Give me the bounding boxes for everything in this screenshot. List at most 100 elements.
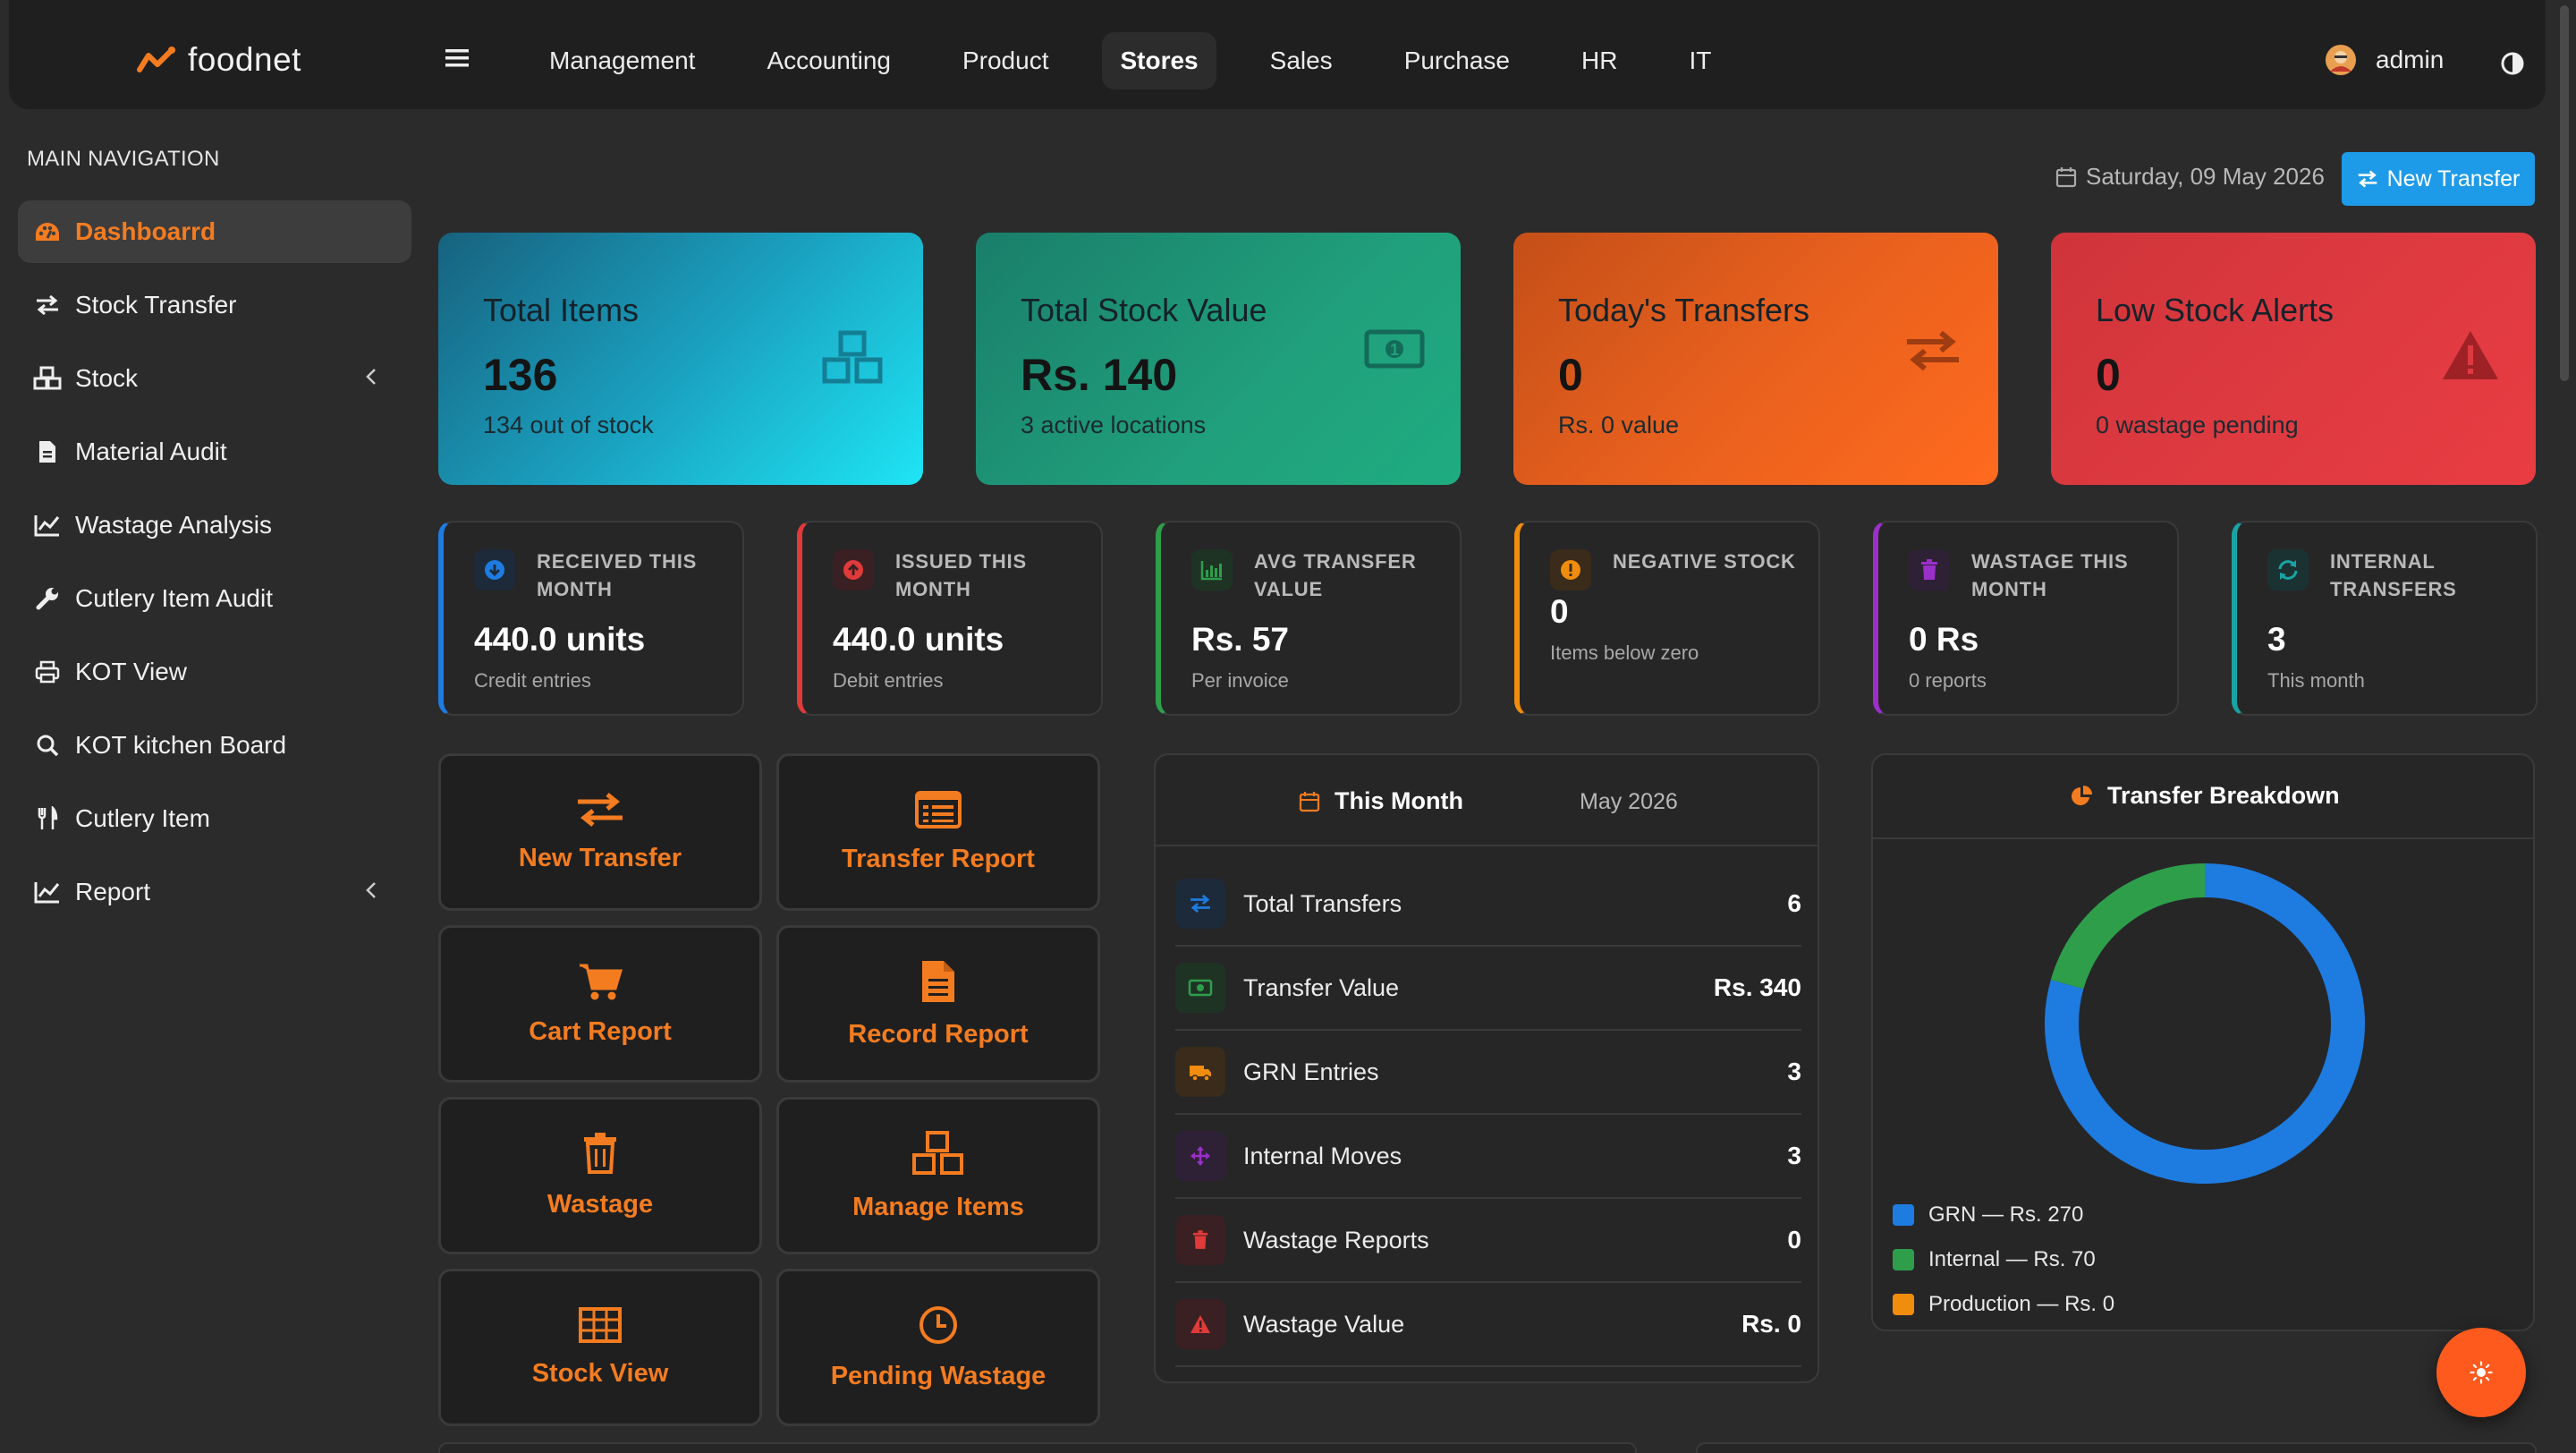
mini-card-internal-transfers[interactable]: INTERNAL TRANSFERS 3 This month — [2232, 521, 2538, 716]
new-transfer-button[interactable]: New Transfer — [2342, 152, 2535, 206]
mini-card-negative-stock[interactable]: NEGATIVE STOCK 0 Items below zero — [1514, 521, 1820, 716]
exchange-icon — [2358, 170, 2377, 188]
sidebar: Dashboarrd Stock Transfer Stock Material… — [18, 200, 411, 934]
stat-card-todays-transfers[interactable]: Today's Transfers 0 Rs. 0 value — [1513, 233, 1998, 485]
action-wastage[interactable]: Wastage — [438, 1097, 762, 1254]
mini-sub: Debit entries — [833, 669, 944, 692]
sidebar-item-stock-transfer[interactable]: Stock Transfer — [18, 274, 411, 336]
topnav-stores[interactable]: Stores — [1102, 32, 1216, 89]
stat-value: Rs. 140 — [1021, 350, 1178, 400]
action-cart-report[interactable]: Cart Report — [438, 925, 762, 1083]
donut-slice-internal[interactable] — [2050, 863, 2206, 990]
stat-title: Total Stock Value — [1021, 292, 1267, 328]
mini-card-issued[interactable]: ISSUED THIS MONTH 440.0 units Debit entr… — [797, 521, 1103, 716]
palette-icon — [30, 215, 64, 249]
legend-item[interactable]: Production — Rs. 0 — [1893, 1292, 2114, 1317]
sidebar-item-kot-view[interactable]: KOT View — [18, 641, 411, 703]
calendar-icon — [2055, 166, 2077, 187]
user-menu[interactable]: admin — [2326, 45, 2444, 75]
mini-label: AVG TRANSFER VALUE — [1254, 550, 1417, 600]
topnav-accounting[interactable]: Accounting — [767, 47, 891, 74]
date-text: Saturday, 09 May 2026 — [2086, 163, 2325, 190]
legend-item[interactable]: Internal — Rs. 70 — [1893, 1247, 2114, 1272]
clock-icon — [919, 1305, 957, 1344]
chevron-left-icon — [366, 369, 376, 385]
cubes-icon — [822, 330, 883, 384]
trash-icon — [1175, 1215, 1225, 1265]
stat-title: Low Stock Alerts — [2096, 292, 2334, 328]
menu-toggle-button[interactable] — [445, 48, 469, 68]
stat-subtitle: 3 active locations — [1021, 412, 1207, 438]
exchange-icon — [578, 792, 623, 827]
mini-sub: This month — [2267, 669, 2365, 692]
mini-label: INTERNAL TRANSFERS — [2330, 550, 2457, 600]
sidebar-item-label: Stock Transfer — [75, 291, 237, 319]
breakdown-donut-chart — [2045, 863, 2365, 1184]
action-transfer-report[interactable]: Transfer Report — [776, 753, 1100, 911]
brand-logo[interactable]: foodnet — [136, 41, 301, 79]
file-text-icon — [922, 960, 954, 1002]
legend-label: GRN — Rs. 270 — [1928, 1202, 2084, 1227]
sidebar-item-cutlery-audit[interactable]: Cutlery Item Audit — [18, 567, 411, 630]
sidebar-item-material-audit[interactable]: Material Audit — [18, 421, 411, 483]
legend-item[interactable]: GRN — Rs. 270 — [1893, 1202, 2114, 1228]
action-label: Pending Wastage — [830, 1361, 1046, 1390]
action-manage-items[interactable]: Manage Items — [776, 1097, 1100, 1254]
scrollbar-thumb[interactable] — [2560, 5, 2569, 381]
action-label: Manage Items — [852, 1192, 1024, 1221]
theme-toggle-button[interactable] — [2501, 52, 2524, 75]
mini-card-received[interactable]: RECEIVED THIS MONTH 440.0 units Credit e… — [438, 521, 744, 716]
topnav-sales[interactable]: Sales — [1269, 47, 1333, 74]
sidebar-item-wastage-analysis[interactable]: Wastage Analysis — [18, 494, 411, 557]
donut-slice-grn[interactable] — [2045, 863, 2365, 1184]
sidebar-item-cutlery-item[interactable]: Cutlery Item — [18, 787, 411, 850]
mini-card-wastage[interactable]: WASTAGE THIS MONTH 0 Rs 0 reports — [1873, 521, 2179, 716]
topnav-hr[interactable]: HR — [1580, 47, 1618, 74]
page-scrollbar[interactable] — [2556, 0, 2572, 1453]
action-label: Stock View — [531, 1358, 669, 1388]
mini-value: 3 — [2267, 621, 2286, 658]
sidebar-item-label: KOT kitchen Board — [75, 731, 287, 759]
sidebar-item-stock[interactable]: Stock — [18, 347, 411, 410]
wrench-icon — [30, 582, 64, 616]
sidebar-item-label: Material Audit — [75, 438, 227, 465]
mini-sub: 0 reports — [1909, 669, 1987, 692]
brand-name: foodnet — [188, 41, 301, 78]
topnav-product[interactable]: Product — [962, 47, 1049, 74]
panel-edge — [1696, 1442, 2537, 1453]
sidebar-item-kot-kitchen-board[interactable]: KOT kitchen Board — [18, 714, 411, 777]
action-record-report[interactable]: Record Report — [776, 925, 1100, 1083]
calendar-icon — [1299, 791, 1320, 811]
sidebar-item-report[interactable]: Report — [18, 861, 411, 923]
arrow-down-circle-icon — [474, 549, 515, 591]
action-label: Wastage — [547, 1189, 654, 1219]
mini-card-avg-transfer[interactable]: AVG TRANSFER VALUE Rs. 57 Per invoice — [1156, 521, 1462, 716]
line-chart-icon — [30, 875, 64, 909]
stat-card-total-stock-value[interactable]: Total Stock Value Rs. 140 3 active locat… — [976, 233, 1461, 485]
action-pending-wastage[interactable]: Pending Wastage — [776, 1269, 1100, 1426]
legend-swatch — [1893, 1204, 1914, 1226]
exchange-icon — [1907, 330, 1959, 371]
transfer-breakdown-panel: Transfer Breakdown GRN — Rs. 270 Interna… — [1871, 753, 2535, 1331]
settings-fab-button[interactable] — [2436, 1328, 2526, 1417]
stat-card-total-items[interactable]: Total Items 136 134 out of stock — [438, 233, 923, 485]
hamburger-icon — [445, 49, 469, 67]
mini-value: 0 Rs — [1909, 621, 1979, 658]
truck-icon — [1175, 1047, 1225, 1097]
action-stock-view[interactable]: Stock View — [438, 1269, 762, 1426]
stat-card-low-stock-alerts[interactable]: Low Stock Alerts 0 0 wastage pending — [2051, 233, 2536, 485]
topnav-it[interactable]: IT — [1689, 47, 1712, 74]
mini-label: NEGATIVE STOCK — [1613, 550, 1796, 573]
print-icon — [30, 655, 64, 689]
topnav-purchase[interactable]: Purchase — [1403, 47, 1510, 74]
current-date: Saturday, 09 May 2026 — [2055, 163, 2325, 191]
stat-subtitle: Rs. 0 value — [1558, 412, 1680, 438]
topnav-management[interactable]: Management — [549, 47, 696, 74]
mini-label: RECEIVED THIS MONTH — [537, 550, 698, 600]
action-label: Record Report — [848, 1019, 1029, 1049]
action-new-transfer[interactable]: New Transfer — [438, 753, 762, 911]
breakdown-title: Transfer Breakdown — [2107, 782, 2340, 809]
sidebar-item-dashboard[interactable]: Dashboarrd — [18, 200, 411, 263]
stat-value: 0 — [1558, 350, 1583, 400]
row-label: Internal Moves — [1243, 1142, 1402, 1169]
